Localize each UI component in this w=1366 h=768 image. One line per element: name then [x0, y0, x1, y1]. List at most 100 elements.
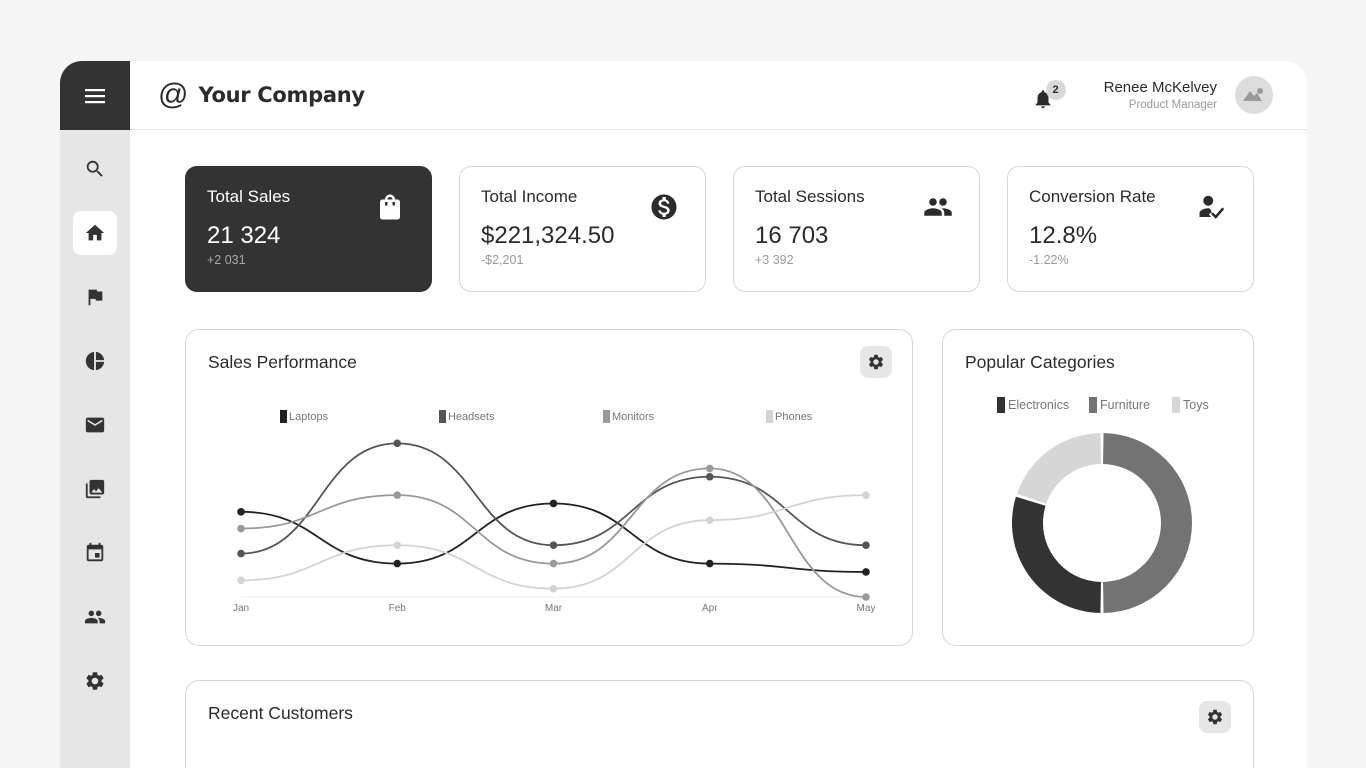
stat-card-conversion-rate[interactable]: Conversion Rate 12.8% -1.22%: [1007, 166, 1254, 292]
data-point[interactable]: [705, 472, 714, 481]
data-point[interactable]: [862, 568, 870, 576]
data-point[interactable]: [237, 576, 245, 585]
popular-categories-card: Popular Categories Electronics Furniture…: [942, 329, 1254, 646]
recent-customers-card: Recent Customers: [185, 680, 1254, 768]
sidebar-item-flag[interactable]: [73, 275, 117, 319]
stat-value: 16 703: [755, 222, 829, 249]
stat-change: -$2,201: [481, 253, 524, 267]
users-icon: [84, 610, 106, 624]
image-placeholder-icon: [1243, 88, 1263, 101]
brand-name: Your Company: [198, 83, 365, 107]
legend-item-furniture[interactable]: Furniture: [1089, 397, 1150, 413]
legend-swatch: [1089, 397, 1097, 413]
stat-value: 12.8%: [1029, 222, 1098, 249]
legend-swatch: [766, 410, 773, 423]
data-point[interactable]: [705, 559, 714, 568]
users-icon: [924, 198, 952, 216]
sidebar-item-mail[interactable]: [73, 403, 117, 447]
user-name: Renee McKelvey: [1103, 79, 1217, 96]
gear-icon: [868, 354, 884, 370]
stat-change: +2 031: [207, 253, 246, 267]
sidebar-item-calendar[interactable]: [73, 531, 117, 575]
card-title: Recent Customers: [208, 703, 353, 723]
legend-label: Electronics: [1008, 398, 1070, 412]
stat-card-total-sessions[interactable]: Total Sessions 16 703 +3 392: [733, 166, 980, 292]
data-point[interactable]: [862, 593, 870, 601]
data-point[interactable]: [549, 541, 558, 550]
notifications-button[interactable]: 2: [1030, 80, 1066, 110]
legend-label: Toys: [1183, 398, 1209, 412]
sidebar-item-users[interactable]: [73, 595, 117, 639]
avatar[interactable]: [1235, 76, 1273, 114]
data-point[interactable]: [237, 549, 245, 558]
stat-card-total-income[interactable]: Total Income $221,324.50 -$2,201: [459, 166, 706, 292]
legend-item-toys[interactable]: Toys: [1172, 397, 1209, 413]
brand[interactable]: @ Your Company: [158, 80, 365, 110]
card-title: Popular Categories: [965, 352, 1115, 372]
app-window: @ Your Company 2 Renee McKelvey Product …: [60, 61, 1307, 768]
sidebar-item-home[interactable]: [73, 211, 117, 255]
legend-item-laptops[interactable]: Laptops: [280, 410, 328, 423]
x-tick-label: Feb: [389, 603, 407, 614]
data-point[interactable]: [393, 439, 402, 448]
legend-item-monitors[interactable]: Monitors: [603, 410, 654, 423]
data-point[interactable]: [393, 491, 402, 499]
legend-label: Monitors: [612, 410, 655, 423]
top-bar: @ Your Company 2 Renee McKelvey Product …: [130, 61, 1307, 130]
legend-item-headsets[interactable]: Headsets: [439, 410, 494, 423]
series-line-monitors: [240, 467, 867, 598]
data-point[interactable]: [393, 559, 402, 568]
sidebar-item-settings[interactable]: [73, 659, 117, 703]
pie-chart-icon: [85, 351, 105, 371]
x-tick-label: Mar: [545, 603, 563, 614]
search-icon: [86, 160, 103, 177]
dollar-icon: [651, 194, 677, 220]
stat-card-total-sales[interactable]: Total Sales 21 324 +2 031: [185, 166, 432, 292]
mail-icon: [85, 417, 105, 433]
legend-swatch: [280, 410, 287, 423]
data-point[interactable]: [237, 524, 245, 533]
user-role: Product Manager: [1128, 99, 1217, 111]
user-check-icon: [1199, 195, 1225, 219]
sales-settings-button[interactable]: [860, 346, 892, 378]
flag-icon: [88, 289, 103, 306]
series-line-headsets: [240, 442, 867, 555]
data-point[interactable]: [549, 559, 558, 568]
sidebar: [60, 61, 130, 768]
sidebar-nav: [60, 130, 130, 723]
data-point[interactable]: [549, 499, 558, 508]
legend-label: Laptops: [289, 410, 329, 423]
sidebar-item-gallery[interactable]: [73, 467, 117, 511]
stat-title: Total Income: [481, 187, 578, 206]
gear-icon: [86, 672, 104, 690]
stat-change: +3 392: [755, 253, 794, 267]
data-point[interactable]: [862, 491, 870, 499]
legend-item-electronics[interactable]: Electronics: [997, 397, 1069, 413]
sidebar-item-search[interactable]: [73, 147, 117, 191]
donut-slice-toys[interactable]: [1016, 433, 1101, 504]
x-tick-label: Apr: [702, 603, 718, 614]
legend-item-phones[interactable]: Phones: [766, 410, 812, 423]
sidebar-item-reports[interactable]: [73, 339, 117, 383]
sales-line-chart: Jan Feb Mar Apr May: [233, 439, 876, 614]
hamburger-menu-icon: [85, 88, 105, 103]
data-point[interactable]: [705, 464, 714, 473]
categories-donut-chart: [1012, 433, 1192, 613]
customers-settings-button[interactable]: [1199, 701, 1231, 733]
data-point[interactable]: [237, 508, 245, 516]
data-point[interactable]: [862, 541, 870, 550]
user-info[interactable]: Renee McKelvey Product Manager: [1104, 79, 1217, 111]
gear-icon: [1207, 709, 1223, 725]
data-point[interactable]: [705, 516, 714, 524]
donut-slice-electronics[interactable]: [1012, 496, 1101, 613]
donut-slice-furniture[interactable]: [1103, 433, 1192, 613]
sales-performance-card: Sales Performance Laptops Headsets Monit…: [185, 329, 913, 646]
menu-toggle-button[interactable]: [60, 61, 130, 130]
x-tick-label: May: [857, 603, 876, 614]
top-right-area: 2 Renee McKelvey Product Manager: [1030, 76, 1273, 114]
data-point[interactable]: [393, 541, 402, 550]
home-icon: [85, 224, 105, 241]
notification-badge: 2: [1045, 80, 1066, 100]
data-point[interactable]: [549, 584, 558, 593]
legend-swatch: [997, 397, 1005, 413]
